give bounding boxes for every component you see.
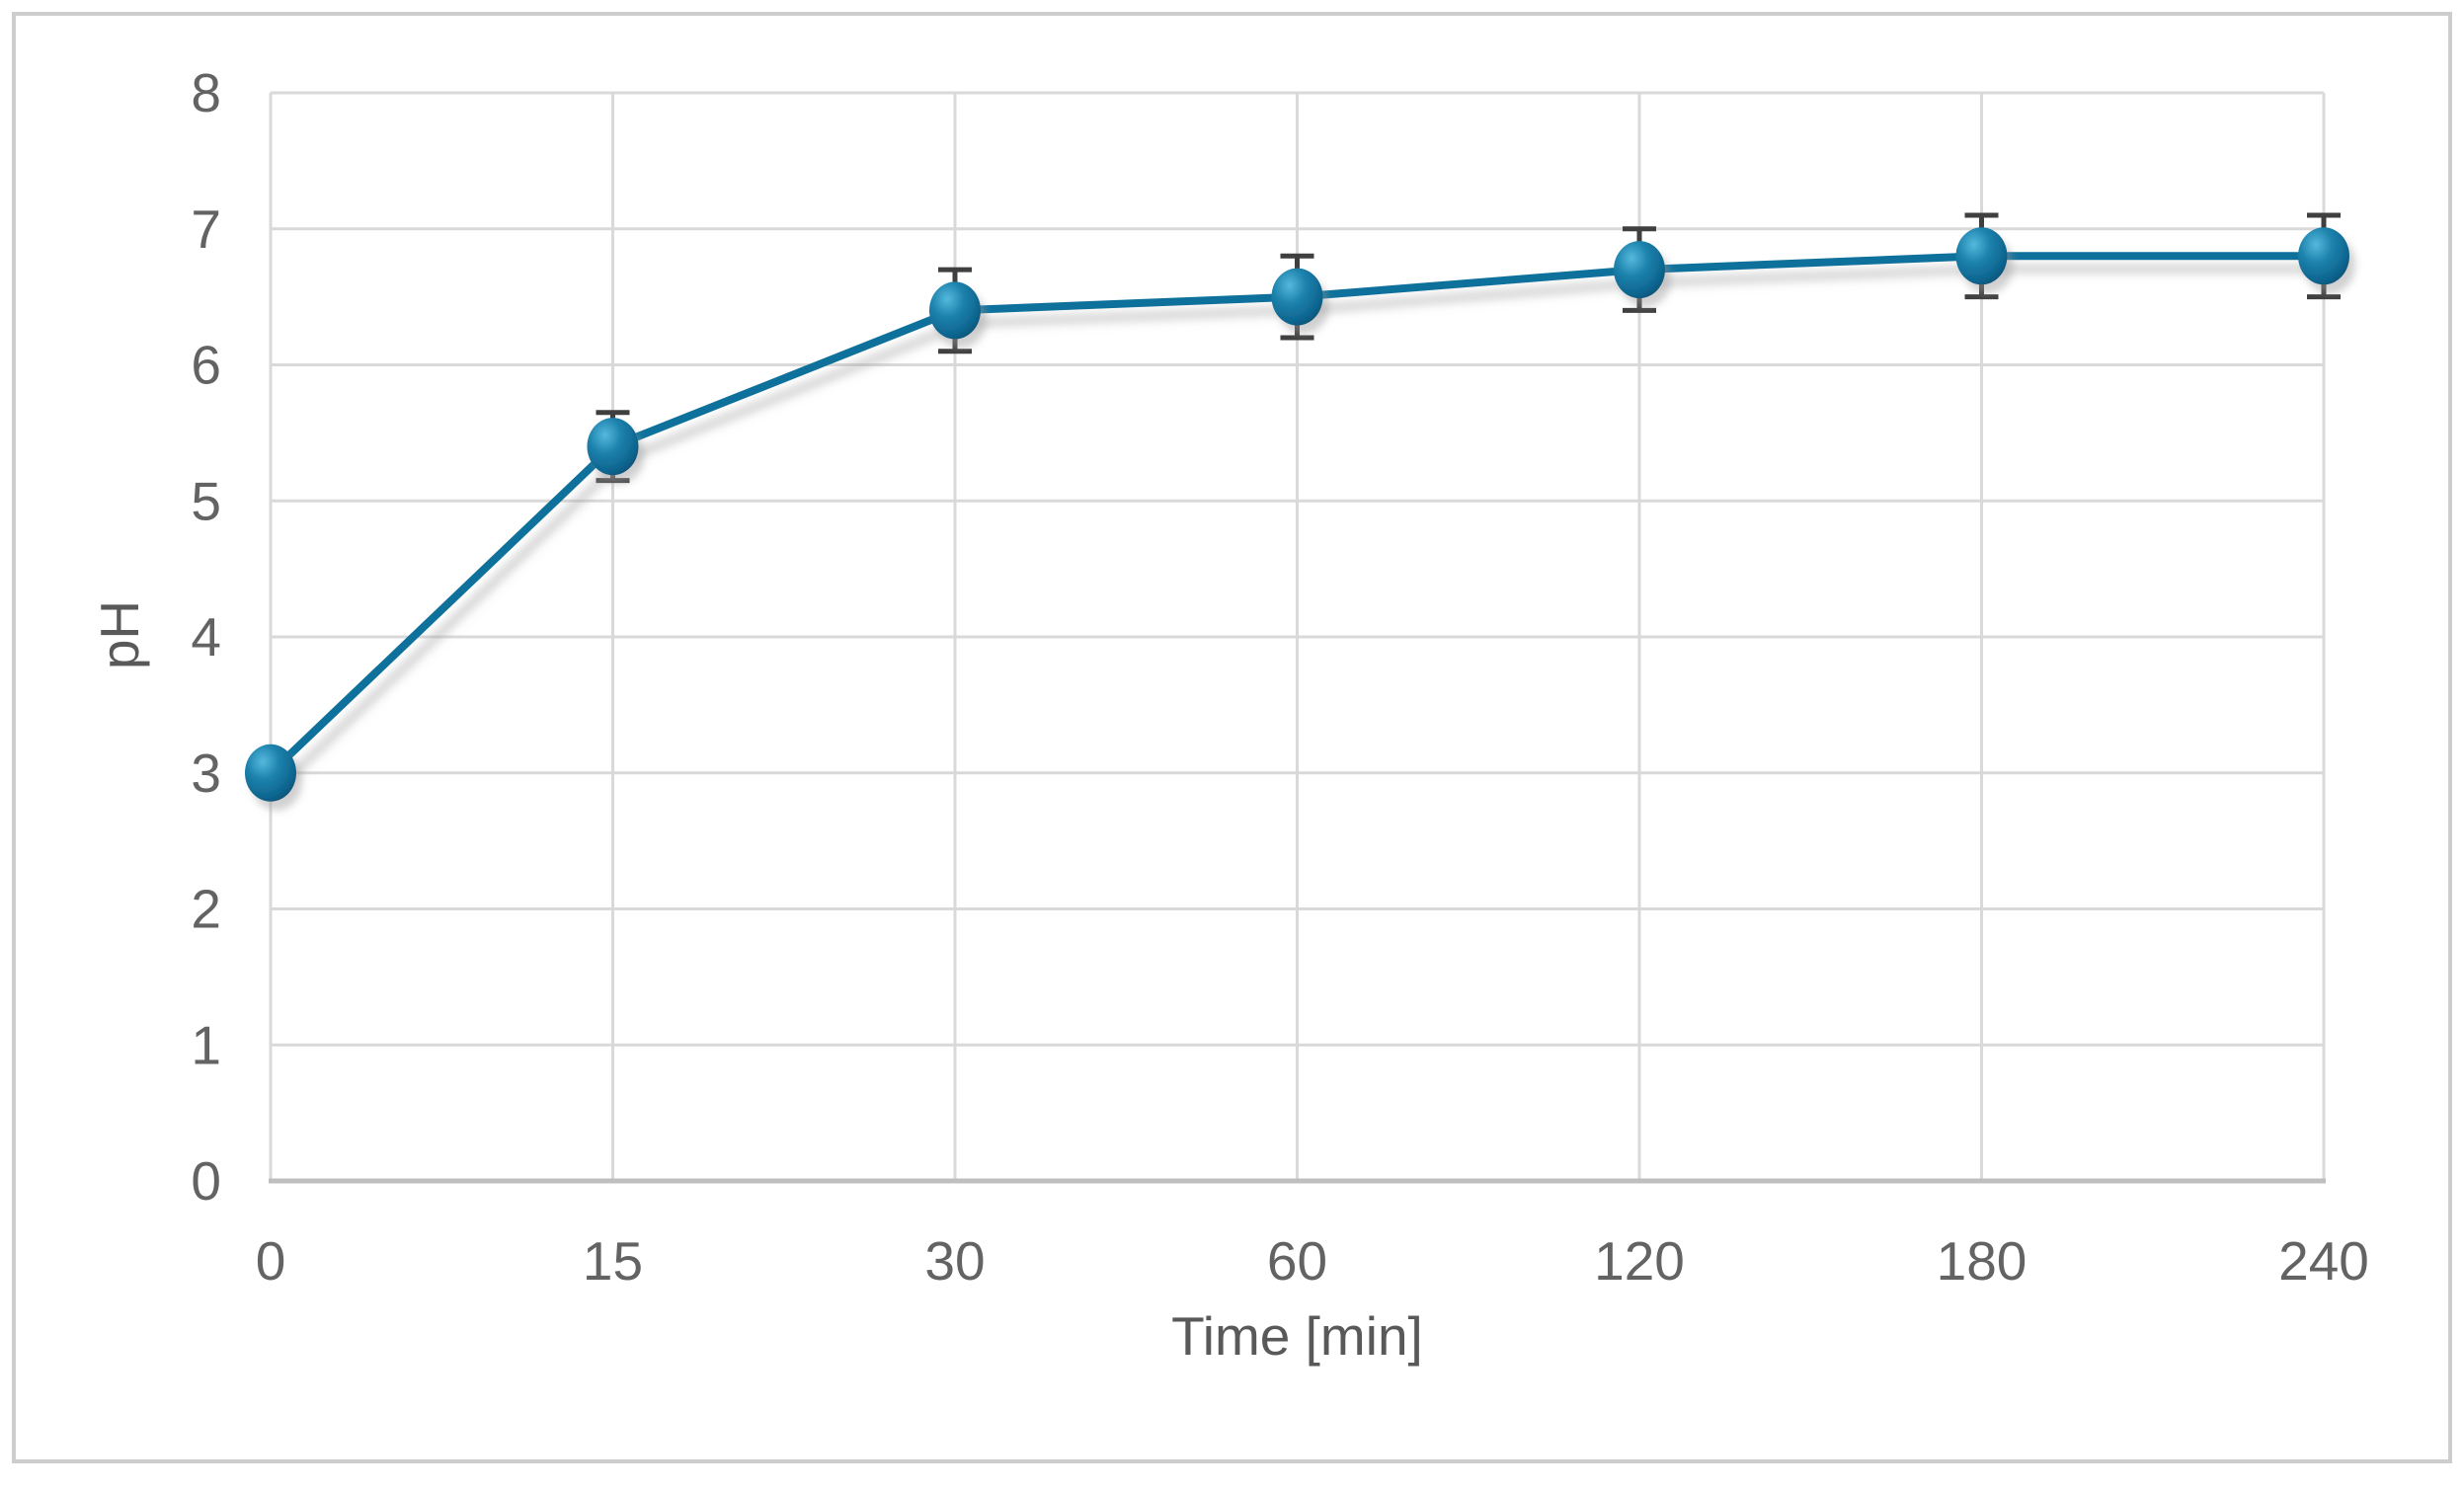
data-point-marker xyxy=(2298,227,2349,285)
y-tick-label: 2 xyxy=(191,879,221,940)
x-tick-label: 0 xyxy=(256,1230,286,1292)
data-point-marker xyxy=(587,418,639,476)
y-tick-label: 3 xyxy=(191,743,221,804)
y-tick-label: 7 xyxy=(191,198,221,260)
y-axis-tick-labels: 0 1 2 3 4 5 6 7 8 xyxy=(191,62,221,1212)
data-point-marker xyxy=(1614,241,1665,299)
y-tick-label: 8 xyxy=(191,62,221,123)
x-tick-label: 30 xyxy=(924,1230,985,1292)
data-point-marker xyxy=(1271,268,1323,326)
y-tick-label: 0 xyxy=(191,1150,221,1212)
y-axis-title: pH xyxy=(89,600,150,669)
y-tick-label: 6 xyxy=(191,335,221,396)
chart-border xyxy=(12,12,2452,1463)
data-point-marker xyxy=(929,281,981,340)
data-point-marker xyxy=(1955,227,2008,285)
data-point-marker xyxy=(245,744,296,802)
gridlines xyxy=(269,91,2326,1181)
x-axis-tick-labels: 0 15 30 60 120 180 240 xyxy=(256,1230,2369,1292)
y-tick-label: 4 xyxy=(191,606,221,667)
y-tick-label: 1 xyxy=(191,1014,221,1075)
x-axis-title: Time [min] xyxy=(1171,1305,1423,1367)
data-point-markers xyxy=(245,227,2349,802)
x-tick-label: 15 xyxy=(583,1230,643,1292)
x-tick-label: 120 xyxy=(1594,1230,1685,1292)
x-tick-label: 180 xyxy=(1937,1230,2027,1292)
y-tick-label: 5 xyxy=(191,470,221,531)
x-tick-label: 60 xyxy=(1267,1230,1327,1292)
x-tick-label: 240 xyxy=(2278,1230,2369,1292)
